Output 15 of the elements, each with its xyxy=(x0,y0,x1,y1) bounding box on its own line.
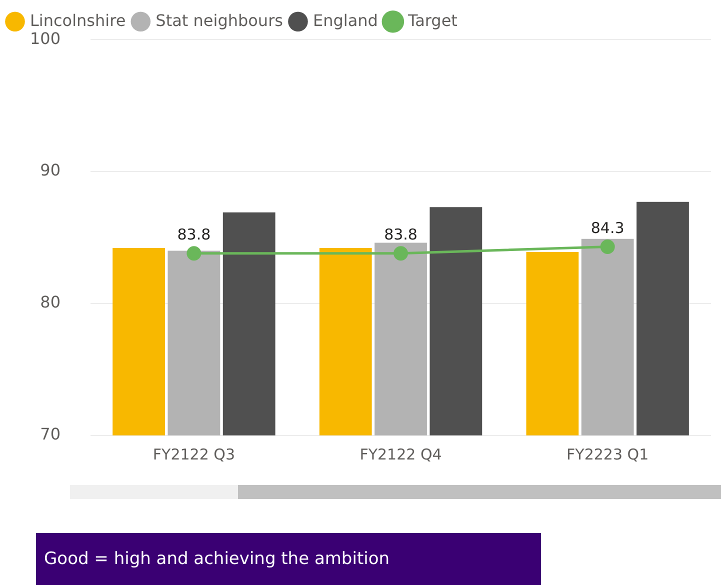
legend-label: England xyxy=(312,10,378,30)
y-tick-label: 70 xyxy=(40,424,61,444)
data-label: 83.8 xyxy=(177,226,211,244)
data-label: 83.8 xyxy=(384,226,418,244)
y-tick-label: 80 xyxy=(40,292,61,312)
x-tick-label: FY2122 Q3 xyxy=(152,445,235,464)
y-tick-label: 90 xyxy=(40,160,61,180)
text: Good = high and achieving the ambition xyxy=(36,533,541,585)
legend-label: Stat neighbours xyxy=(156,10,283,30)
data-label: 84.3 xyxy=(590,219,624,238)
x-tick-label: FY2223 Q1 xyxy=(566,445,649,464)
legend-label: Lincolnshire xyxy=(30,10,126,30)
x-tick-label: FY2122 Q4 xyxy=(360,445,442,464)
legend-label: Target xyxy=(406,10,458,30)
y-tick-label: 100 xyxy=(30,28,61,48)
